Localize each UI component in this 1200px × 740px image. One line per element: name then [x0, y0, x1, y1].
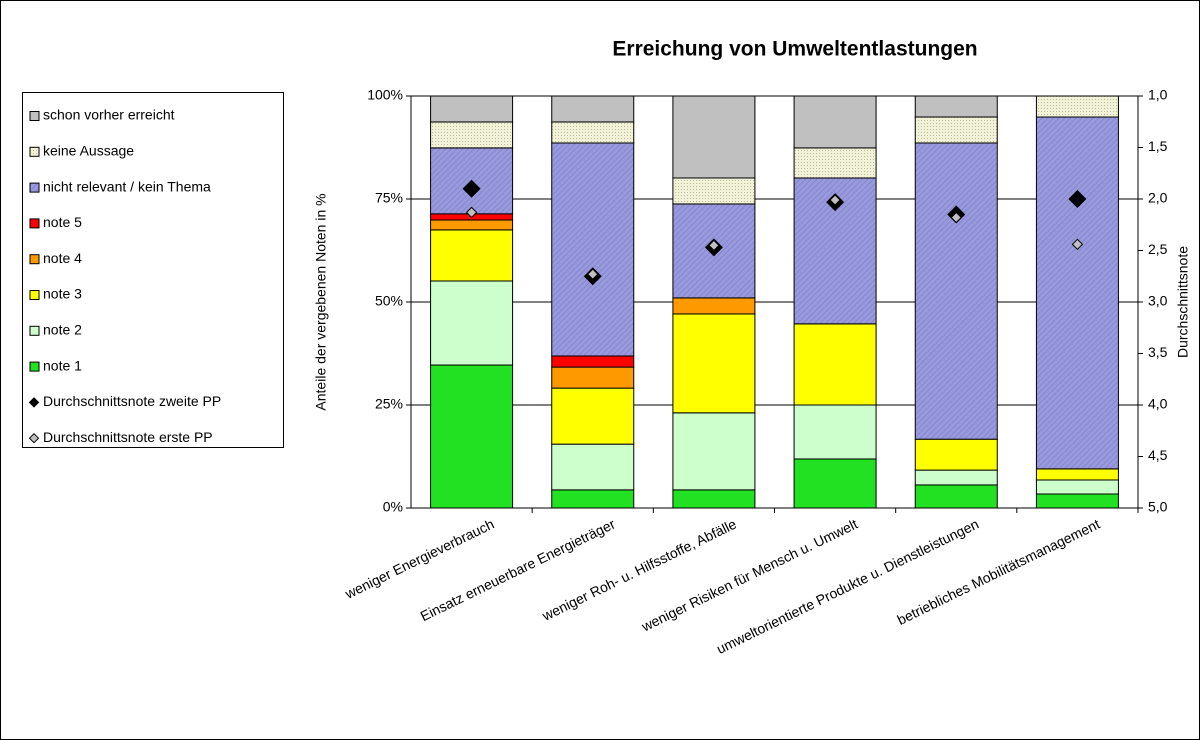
- bar-segment: [551, 387, 635, 445]
- bar-segment: [914, 95, 998, 118]
- bar-segment: [1035, 493, 1119, 509]
- bar-segment: [793, 323, 877, 406]
- avg-marker: [950, 211, 962, 224]
- y-tick-label: 75%: [375, 190, 403, 206]
- legend-marker: [28, 432, 40, 444]
- bar-segment: [793, 147, 877, 179]
- y2-tick-label: 1,0: [1148, 87, 1168, 103]
- bar-segment: [672, 412, 756, 491]
- legend-label: schon vorher erreicht: [43, 107, 175, 123]
- legend-swatch: [29, 218, 40, 229]
- bar-segment: [551, 366, 635, 389]
- avg-marker: [1068, 190, 1087, 208]
- y-tick-label: 0%: [383, 499, 403, 515]
- legend-label: note 3: [43, 286, 82, 302]
- y-tick-label: 25%: [375, 396, 403, 412]
- legend-swatch: [29, 290, 40, 300]
- legend-label: note 5: [43, 214, 82, 230]
- y-tick-label: 50%: [375, 293, 403, 309]
- chart-title: Erreichung von Umweltentlastungen: [612, 38, 977, 61]
- legend: [22, 92, 284, 448]
- bar-segment: [914, 116, 998, 144]
- y2-tick-label: 3,0: [1148, 293, 1168, 309]
- legend-label: nicht relevant / kein Thema: [43, 178, 211, 194]
- legend-swatch: [29, 361, 40, 372]
- bar-segment: [430, 280, 514, 366]
- avg-marker: [1071, 238, 1084, 251]
- avg-marker: [829, 194, 841, 206]
- bar-segment: [430, 121, 514, 149]
- avg-marker: [465, 206, 478, 219]
- legend-swatch: [29, 111, 40, 121]
- legend-swatch: [29, 182, 40, 193]
- bar-segment: [430, 95, 514, 123]
- bar-segment: [793, 458, 877, 509]
- bar-segment: [914, 469, 998, 486]
- bar-segment: [793, 95, 877, 149]
- legend-label: note 2: [43, 322, 82, 338]
- y-tick-label: 100%: [367, 87, 403, 103]
- bar-segment: [430, 229, 514, 282]
- bar-segment: [551, 95, 635, 123]
- bar-segment: [672, 297, 756, 315]
- bar-segment: [430, 219, 514, 231]
- bar-segment: [1035, 479, 1119, 495]
- bar-segment: [793, 404, 877, 460]
- bar-segment: [551, 489, 635, 509]
- y2-tick-label: 1,5: [1148, 138, 1168, 154]
- avg-marker: [708, 239, 720, 252]
- y2-tick-label: 2,5: [1148, 241, 1168, 257]
- legend-label: note 1: [43, 357, 82, 373]
- bar-segment: [1035, 468, 1119, 481]
- bar-segment: [551, 355, 635, 368]
- bar-segment: [672, 95, 756, 179]
- bar-segment: [914, 142, 998, 440]
- legend-label: note 4: [43, 250, 82, 266]
- legend-label: keine Aussage: [43, 143, 134, 159]
- bar-segment: [914, 484, 998, 509]
- y2-tick-label: 4,5: [1148, 447, 1168, 463]
- legend-swatch: [29, 254, 40, 265]
- bar-segment: [672, 313, 756, 414]
- bar-segment: [672, 489, 756, 509]
- legend-marker: [28, 397, 40, 408]
- y2-axis-label: Durchschnittsnote: [1175, 246, 1191, 358]
- avg-marker: [587, 268, 599, 280]
- bar-segment: [914, 438, 998, 471]
- legend-swatch: [29, 146, 40, 157]
- y2-tick-label: 4,0: [1148, 396, 1168, 412]
- y-axis-label: Anteile der vergebenen Noten in %: [313, 193, 329, 410]
- y2-tick-label: 2,0: [1148, 190, 1168, 206]
- bar-segment: [1035, 116, 1119, 470]
- avg-marker: [462, 179, 481, 198]
- y2-tick-label: 3,5: [1148, 344, 1168, 360]
- bar-segment: [551, 142, 635, 357]
- legend-swatch: [29, 325, 40, 336]
- bar-segment: [551, 443, 635, 491]
- bar-segment: [1035, 95, 1119, 118]
- bar-segment: [672, 177, 756, 205]
- bar-segment: [430, 364, 514, 509]
- legend-label: Durchschnittsnote erste PP: [43, 429, 213, 445]
- bar-segment: [551, 121, 635, 144]
- y2-tick-label: 5,0: [1148, 499, 1168, 515]
- legend-label: Durchschnittsnote zweite PP: [43, 393, 221, 409]
